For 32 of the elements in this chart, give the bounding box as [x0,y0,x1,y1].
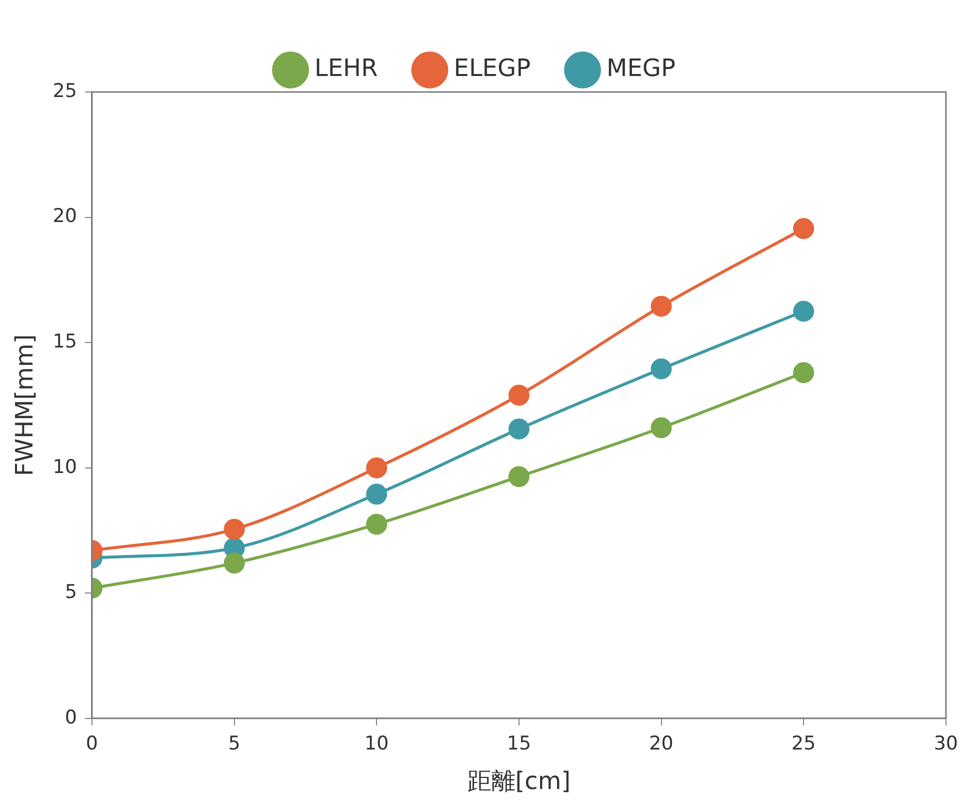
point [650,358,672,380]
point [224,552,245,574]
x-tick-label: 10 [364,732,389,755]
x-axis-title: 距離[cm] [467,766,571,795]
y-tick-label: 5 [64,581,77,604]
point [793,362,814,384]
point [508,418,530,440]
x-tick-label: 5 [228,732,240,755]
y-tick-label: 20 [52,205,77,228]
y-tick-label: 15 [52,330,77,352]
point [793,218,814,240]
point [508,384,530,406]
x-tick-label: 25 [791,732,816,755]
legend-label: MEGP [606,54,676,82]
point [508,466,530,488]
point [224,518,245,540]
point [650,417,672,438]
y-tick-label: 25 [52,80,77,102]
x-tick-label: 15 [506,732,532,755]
point [366,457,388,478]
point [366,514,388,535]
y-tick-label: 10 [52,456,77,478]
legend-label: LEHR [314,54,378,82]
x-tick-label: 0 [86,732,98,755]
point [793,300,814,322]
x-tick-label: 20 [649,732,674,755]
x-tick-label: 30 [934,732,958,755]
y-tick-label: 0 [64,706,77,728]
point [650,296,672,317]
legend-label: ELEGP [454,54,531,82]
y-axis-title: FWHM[mm] [10,334,39,476]
point [366,484,388,505]
